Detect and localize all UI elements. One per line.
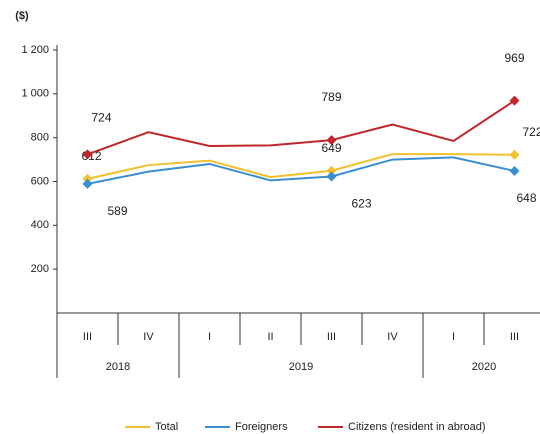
data-label: 789 [321, 90, 341, 104]
group-label: 2018 [106, 361, 130, 373]
x-tick-label: III [83, 331, 92, 343]
x-tick-label: IV [387, 331, 398, 343]
marker [326, 135, 337, 146]
x-tick-label: I [452, 331, 455, 343]
y-tick-label: 1 000 [21, 88, 49, 100]
series-line [87, 99, 516, 156]
data-label: 623 [351, 197, 371, 211]
y-tick-label: 800 [31, 132, 49, 144]
y-tick-label: 400 [31, 219, 49, 231]
data-label: 589 [107, 204, 127, 218]
y-axis-label: ($) [15, 10, 29, 22]
marker [326, 171, 337, 182]
data-label: 969 [504, 51, 524, 65]
data-label: 722 [523, 125, 540, 139]
series-line [87, 156, 515, 185]
legend-label: Citizens (resident in abroad) [348, 421, 486, 433]
x-tick-label: I [208, 331, 211, 343]
marker [326, 165, 337, 176]
marker [82, 173, 93, 184]
x-tick-label: III [510, 331, 519, 343]
x-tick-label: III [327, 331, 336, 343]
marker [509, 95, 520, 106]
marker [509, 149, 520, 160]
x-tick-label: II [267, 331, 273, 343]
marker [82, 149, 93, 160]
group-label: 2020 [472, 361, 496, 373]
legend-label: Foreigners [235, 421, 288, 433]
group-label: 2019 [289, 361, 313, 373]
legend-label: Total [155, 421, 178, 433]
y-tick-label: 1 200 [21, 44, 49, 56]
data-label: 724 [91, 110, 111, 124]
x-tick-label: IV [143, 331, 154, 343]
y-tick-label: 600 [31, 175, 49, 187]
y-tick-label: 200 [31, 263, 49, 275]
data-label: 648 [516, 191, 536, 205]
marker [82, 178, 93, 189]
data-label: 649 [321, 141, 341, 155]
series-line [87, 153, 515, 180]
marker [509, 165, 520, 176]
